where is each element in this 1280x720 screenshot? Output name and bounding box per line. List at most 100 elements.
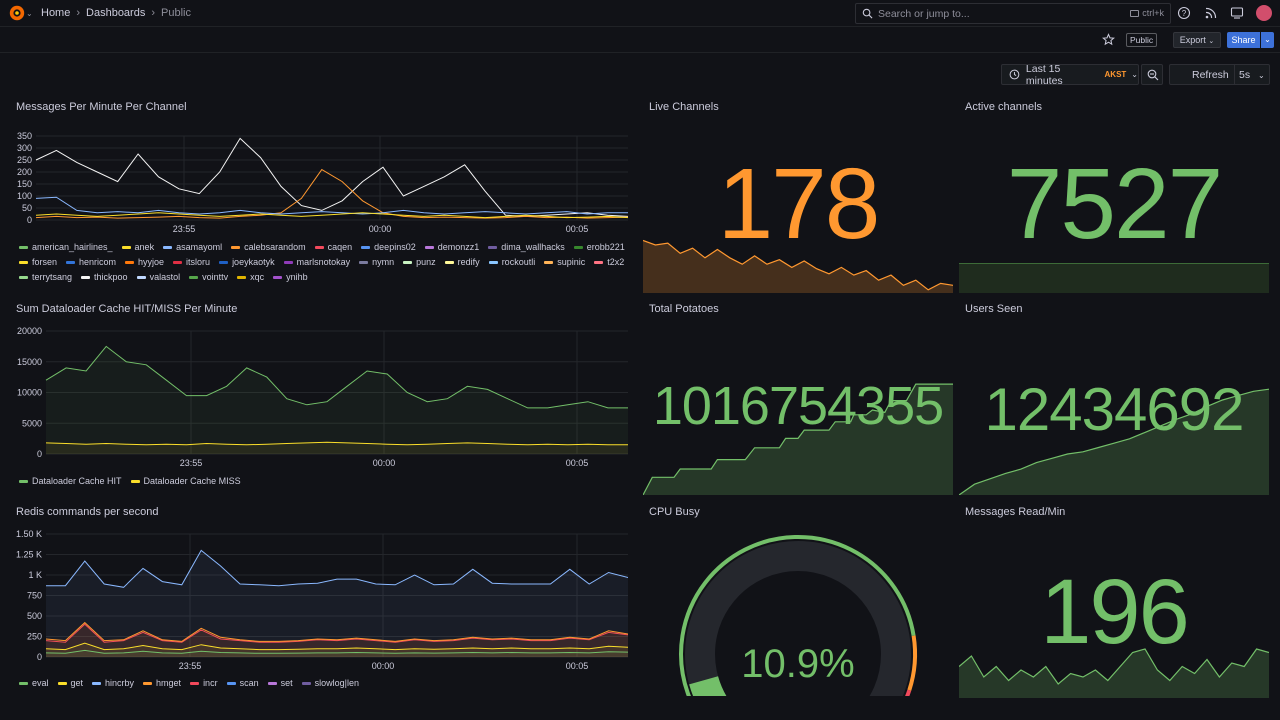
legend-item[interactable]: t2x2 [594,256,624,268]
legend-item[interactable]: supinic [544,256,585,268]
chevron-right-icon: › [76,7,81,19]
legend-item[interactable]: get [57,677,84,689]
share-menu-button[interactable]: ⌄ [1261,32,1274,48]
legend-item[interactable]: thickpoo [81,271,128,283]
legend-label: Dataloader Cache HIT [32,476,122,486]
legend-item[interactable]: set [267,677,293,689]
legend-label: get [70,678,84,688]
legend-item[interactable]: forsen [19,256,57,268]
breadcrumb-dashboards[interactable]: Dashboards [86,7,146,19]
legend-item[interactable]: xqc [237,271,264,283]
legend-label: xqc [250,272,265,282]
legend-swatch [130,479,140,483]
legend-item[interactable]: slowlog|len [301,677,359,689]
legend-item[interactable]: anek [121,241,155,253]
legend-item[interactable]: american_hairlines_ [19,241,113,253]
legend-label: valastol [149,272,181,282]
legend-item[interactable]: hyyjoe [125,256,164,268]
legend-item[interactable]: erobb221 [573,241,625,253]
messages-chart[interactable]: 350 300 250 200 150 100 50 0 23:55 00:00 00:05 [16,125,628,260]
legend-item[interactable]: deepins02 [361,241,416,253]
legend-item[interactable]: vointtv [189,271,228,283]
legend-item[interactable]: hmget [143,677,181,689]
legend-item[interactable]: scan [226,677,259,689]
panel-title[interactable]: Active channels [965,101,1043,113]
legend-item[interactable]: hincrby [92,677,134,689]
dataloader-cache-chart[interactable]: 20000 15000 10000 5000 0 23:55 00:00 00:05 [16,323,628,488]
y-tick-label: 250 [27,632,42,642]
refresh-picker[interactable]: Refresh 5s ⌄ [1169,64,1270,85]
series-line[interactable] [35,137,628,217]
panel-title[interactable]: Live Channels [649,101,719,113]
legend-item[interactable]: valastol [136,271,181,283]
share-button[interactable]: Share [1227,32,1260,48]
series-line[interactable] [45,642,628,651]
legend-item[interactable]: eval [19,677,49,689]
legend-item[interactable]: Dataloader Cache MISS [130,475,241,487]
legend-item[interactable]: terrytsang [19,271,72,283]
panel-title[interactable]: Sum Dataloader Cache HIT/MISS Per Minute [16,303,238,315]
legend-item[interactable]: demonzz1 [424,241,479,253]
search-input[interactable]: Search or jump to... ctrl+k [855,3,1171,24]
legend-item[interactable]: dima_wallhacks [488,241,565,253]
series-line[interactable] [35,168,628,219]
panel-title[interactable]: Redis commands per second [16,506,159,518]
redis-commands-chart[interactable]: 1.50 K 1.25 K 1 K 750 500 250 0 23:55 00:00 00:05 [16,526,628,691]
legend-label: hincrby [105,678,135,688]
series-line[interactable] [35,196,628,215]
legend-swatch [19,245,28,249]
legend-swatch [361,245,371,249]
panel-title[interactable]: Total Potatoes [649,303,719,315]
breadcrumb-home[interactable]: Home [41,7,71,19]
y-tick-label: 1 K [28,570,42,580]
star-icon[interactable] [1102,33,1115,46]
legend-item[interactable]: joeykaotyk [219,256,275,268]
refresh-interval[interactable]: 5s [1239,69,1251,81]
legend-swatch [301,681,311,685]
refresh-button[interactable]: Refresh [1192,69,1229,81]
legend-item[interactable]: rockoutli [488,256,536,268]
chevron-down-icon: ⌄ [1258,71,1265,80]
chevron-right-icon: › [151,7,156,19]
legend-swatch [136,275,146,279]
legend-item[interactable]: itsloru [173,256,210,268]
panel-title[interactable]: Messages Per Minute Per Channel [16,101,187,113]
legend-item[interactable]: asamayoml [163,241,222,253]
avatar[interactable] [1256,5,1272,21]
legend-item[interactable]: calebsarandom [231,241,306,253]
legend-item[interactable]: incr [190,677,218,689]
series-line[interactable] [45,623,628,643]
monitor-icon[interactable] [1230,6,1244,20]
legend-item[interactable]: henricom [66,256,116,268]
help-icon[interactable]: ? [1177,6,1191,20]
series-line[interactable] [45,345,628,409]
series-line[interactable] [35,212,628,219]
legend-item[interactable]: caqen [314,241,352,253]
legend-item[interactable]: redify [444,256,480,268]
panel-title[interactable]: CPU Busy [649,506,700,518]
legend-item[interactable]: marlsnotokay [283,256,350,268]
legend-item[interactable]: punz [403,256,436,268]
legend-swatch [190,681,200,685]
x-tick-label: 23:55 [173,224,196,234]
legend-label: rockoutli [501,257,536,267]
panel-title[interactable]: Users Seen [965,303,1023,315]
export-button[interactable]: Export ⌄ [1173,32,1221,48]
panel-title[interactable]: Messages Read/Min [965,506,1066,518]
rss-icon[interactable] [1204,6,1218,20]
time-range-picker[interactable]: Last 15 minutes AKST ⌄ [1001,63,1139,87]
messages-read-value: 196 [1040,561,1190,663]
legend-label: anek [134,242,155,252]
legend-item[interactable]: Dataloader Cache HIT [19,475,122,487]
series-line[interactable] [45,649,628,654]
series-line[interactable] [45,441,628,446]
series-line[interactable] [46,549,628,588]
legend-swatch [403,260,413,264]
zoom-out-button[interactable] [1141,64,1163,85]
y-tick-label: 350 [17,131,32,141]
series-line[interactable] [45,621,628,642]
grafana-logo-icon[interactable] [8,4,26,22]
legend-item[interactable]: nymn [359,256,394,268]
chevron-down-icon[interactable]: ⌄ [26,9,33,18]
legend-item[interactable]: ynihb [273,271,308,283]
